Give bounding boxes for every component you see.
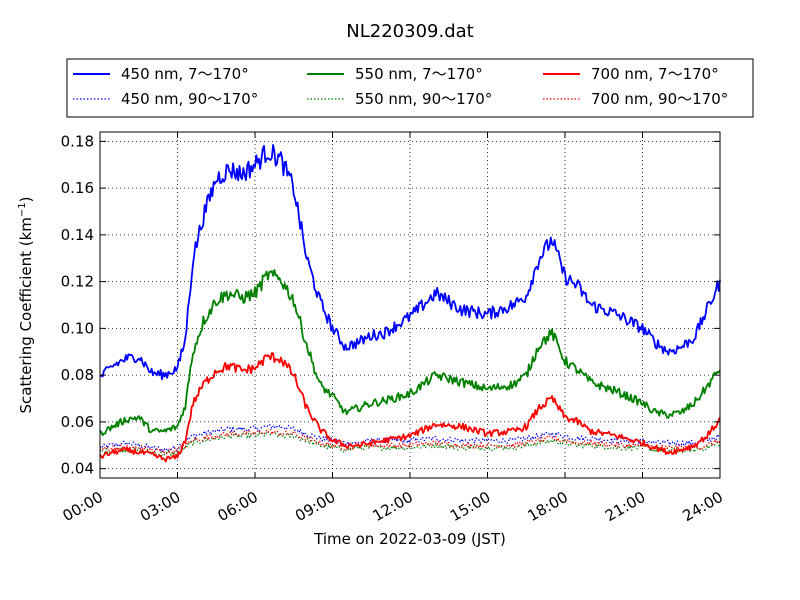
x-tick-label: 03:00 [137, 488, 183, 525]
y-axis-label-superscript: −1 [17, 202, 28, 217]
x-tick-label: 00:00 [60, 488, 106, 525]
legend-frame [66, 58, 754, 118]
y-tick-label: 0.06 [61, 413, 94, 431]
y-tick-label: 0.18 [61, 132, 94, 150]
legend-label: 550 nm, 7～170° [355, 65, 483, 83]
x-tick-label: 24:00 [680, 488, 726, 525]
legend-label: 700 nm, 7～170° [591, 65, 719, 83]
y-tick-label: 0.10 [61, 319, 94, 337]
x-tick-label: 12:00 [370, 488, 416, 525]
y-tick-label: 0.08 [61, 366, 94, 384]
y-tick-label: 0.04 [61, 460, 94, 478]
y-axis-label: Scattering Coefficient (km−1) [17, 196, 35, 413]
legend-label: 450 nm, 7～170° [121, 65, 249, 83]
chart-title: NL220309.dat [346, 21, 473, 42]
series-line [99, 144, 721, 381]
legend: 450 nm, 7～170° 550 nm, 7～170° 700 nm, 7～17… [66, 58, 754, 118]
x-tick-label: 15:00 [447, 488, 493, 525]
x-axis-label: Time on 2022-03-09 (JST) [313, 530, 506, 548]
y-axis-label-close: ) [17, 196, 35, 202]
x-tick-label: 06:00 [215, 488, 261, 525]
x-tick-label: 21:00 [602, 488, 648, 525]
series-line [99, 269, 721, 437]
series-layer [99, 144, 721, 463]
series-line [99, 352, 721, 463]
y-axis-label-main: Scattering Coefficient (km [17, 217, 35, 413]
x-tick-label: 18:00 [525, 488, 571, 525]
series-line [99, 428, 721, 455]
y-tick-label: 0.16 [61, 179, 94, 197]
legend-label: 450 nm, 90～170° [121, 90, 258, 108]
grid [100, 132, 720, 478]
series-line [99, 423, 721, 453]
y-tick-label: 0.12 [61, 273, 94, 291]
series-line [99, 430, 721, 457]
x-tick-label: 09:00 [292, 488, 338, 525]
legend-label: 550 nm, 90～170° [355, 90, 492, 108]
y-tick-label: 0.14 [61, 226, 94, 244]
legend-label: 700 nm, 90～170° [591, 90, 728, 108]
